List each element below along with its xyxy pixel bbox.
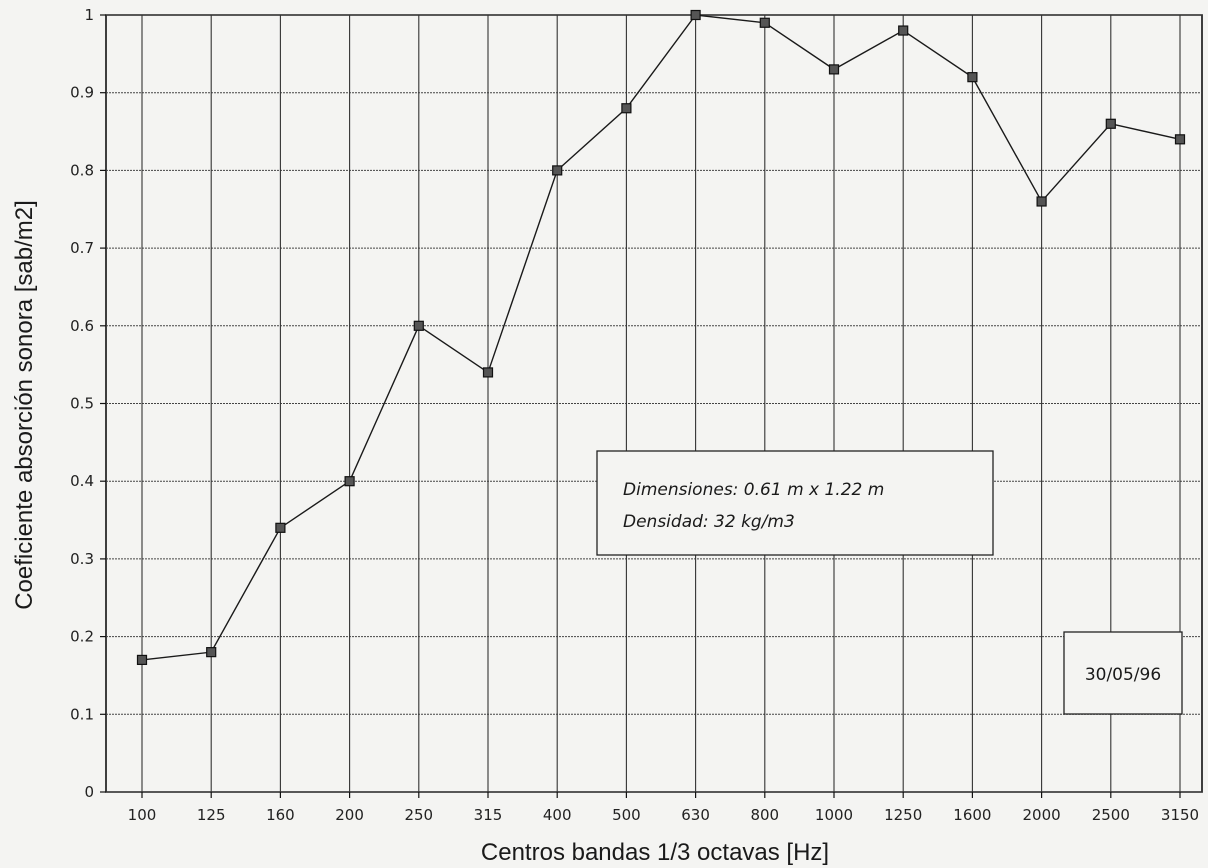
x-tick-label: 3150: [1161, 806, 1199, 824]
y-tick-label: 1: [84, 6, 94, 24]
y-tick-label: 0: [84, 783, 94, 801]
y-tick-label: 0.8: [70, 161, 94, 179]
data-point-marker: [275, 522, 286, 533]
x-tick-label: 2000: [1023, 806, 1061, 824]
data-point-marker: [898, 25, 909, 36]
data-point-marker: [482, 367, 494, 378]
data-point-marker: [1105, 118, 1116, 129]
data-point-marker: [828, 64, 840, 75]
data-point-marker: [206, 647, 217, 658]
annotation-box: Dimensiones: 0.61 m x 1.22 m Densidad: 3…: [596, 450, 994, 556]
x-tick-label: 1250: [884, 806, 922, 824]
data-point-marker: [552, 165, 563, 176]
series-line: [141, 14, 1181, 661]
x-tick-label: 1000: [815, 806, 853, 824]
y-tick-label: 0.3: [70, 550, 94, 568]
x-tick-label: 800: [750, 806, 779, 824]
series-absorption: [136, 9, 1186, 666]
x-axis-ticks: 100 125 160 200 250 315 400 500 630 800 1000 1250 16…: [128, 792, 1199, 824]
data-point-marker: [136, 654, 148, 666]
x-tick-label: 1600: [953, 806, 991, 824]
x-tick-label: 200: [335, 806, 364, 824]
annotation-dimensions: Dimensiones: 0.61 m x 1.22 m: [623, 480, 884, 500]
date-stamp: 30/05/96: [1085, 665, 1161, 685]
x-tick-label: 2500: [1092, 806, 1130, 824]
y-tick-label: 0.5: [70, 395, 94, 413]
y-tick-label: 0.7: [70, 239, 94, 257]
data-point-marker: [1174, 134, 1186, 145]
data-point-marker: [690, 9, 701, 21]
y-tick-label: 0.1: [70, 705, 94, 723]
y-tick-label: 0.6: [70, 317, 94, 335]
date-box: 30/05/96: [1063, 631, 1183, 715]
data-point-marker: [344, 476, 355, 487]
data-point-marker: [967, 72, 978, 83]
x-tick-label: 250: [404, 806, 433, 824]
x-tick-label: 125: [197, 806, 226, 824]
grid-lines: [106, 14, 1202, 793]
x-tick-label: 315: [474, 806, 503, 824]
data-point-marker: [759, 17, 770, 28]
y-axis-label: Coeficiente absorción sonora [sab/m2]: [11, 200, 38, 610]
annotation-density: Densidad: 32 kg/m3: [623, 512, 795, 532]
y-tick-label: 0.2: [70, 628, 94, 646]
y-tick-label: 0.9: [70, 84, 94, 102]
x-tick-label: 500: [612, 806, 641, 824]
x-tick-label: 160: [266, 806, 295, 824]
y-axis-ticks: 0 0.1 0.2 0.3 0.4 0.5 0.6 0.7 0.8 0.9 1: [70, 6, 106, 801]
x-tick-label: 400: [543, 806, 572, 824]
data-point-marker: [621, 103, 632, 114]
data-point-marker: [1036, 196, 1047, 207]
y-tick-label: 0.4: [70, 472, 94, 490]
x-axis-label: Centros bandas 1/3 octavas [Hz]: [481, 839, 829, 866]
data-point-marker: [413, 320, 424, 331]
x-tick-label: 630: [681, 806, 710, 824]
x-tick-label: 100: [128, 806, 157, 824]
